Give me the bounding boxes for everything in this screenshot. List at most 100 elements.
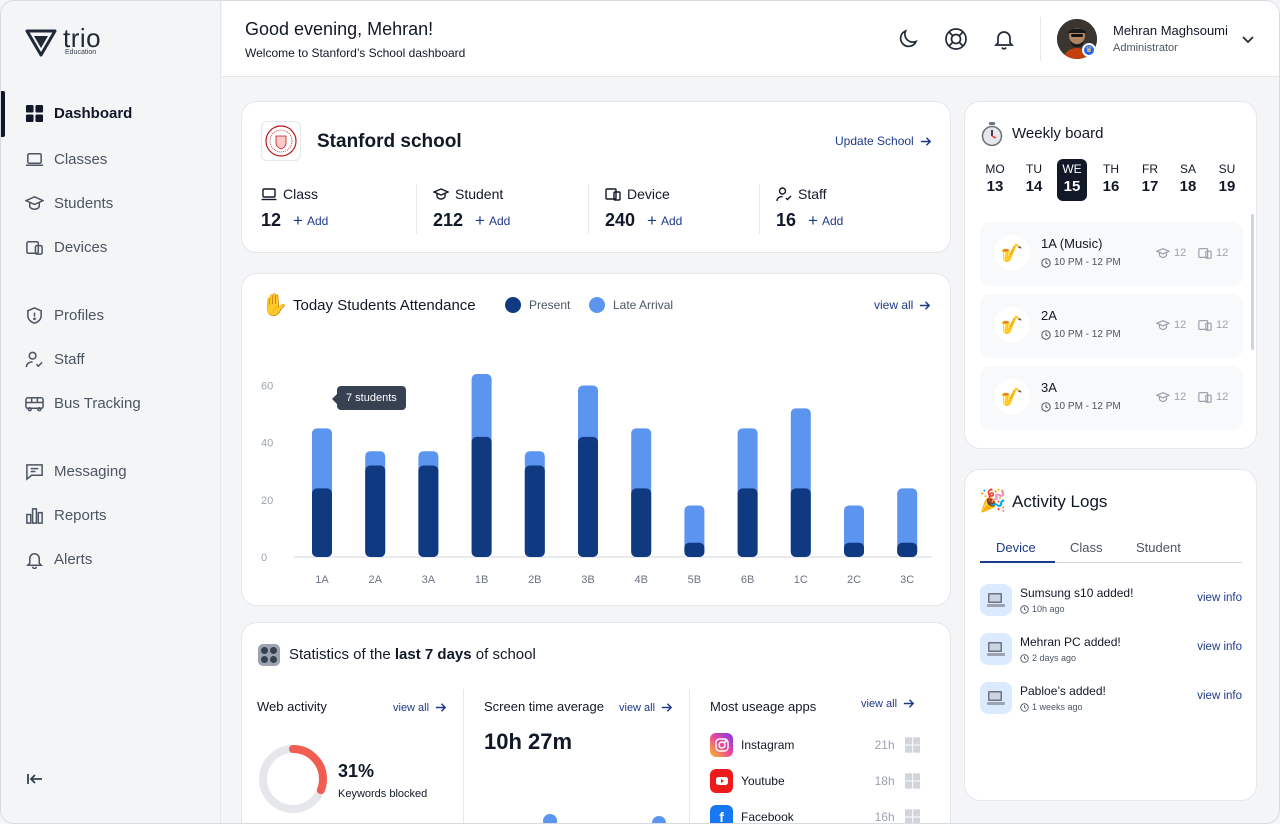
- sidebar-item-bus-tracking[interactable]: Bus Tracking: [1, 381, 221, 425]
- sidebar-item-staff[interactable]: Staff: [1, 337, 221, 381]
- chevron-down-icon[interactable]: [1240, 31, 1256, 47]
- y-tick-label: 20: [261, 495, 273, 507]
- keywords-percent: 31%: [338, 761, 375, 781]
- bus-icon: [25, 396, 44, 411]
- log-time: 2 days ago: [1020, 653, 1076, 663]
- stat-value: 212: [433, 210, 464, 230]
- sidebar-item-students[interactable]: Students: [1, 181, 221, 225]
- stat-value: 16: [776, 210, 797, 230]
- day-label: SA: [1179, 162, 1196, 176]
- plus-icon: +: [647, 210, 657, 230]
- music-class-icon: 🎷: [994, 235, 1030, 271]
- bar-present-2B[interactable]: [524, 465, 545, 558]
- sidebar-item-reports[interactable]: Reports: [1, 493, 221, 537]
- app-time: 18h: [874, 774, 895, 788]
- moon-icon[interactable]: [896, 27, 920, 51]
- web-activity-view-all-link[interactable]: view all: [393, 701, 447, 714]
- class-item-3a[interactable]: 🎷 3A 10 PM - 12 PM 12 12: [980, 366, 1243, 430]
- bar-present-1B[interactable]: [471, 436, 492, 557]
- bar-present-3B[interactable]: [578, 436, 598, 557]
- activity-logs-title: Activity Logs: [1012, 492, 1108, 511]
- legend-late-label: Late Arrival: [613, 298, 674, 312]
- app-row-youtube[interactable]: Youtube 18h: [710, 769, 920, 793]
- party-popper-icon: 🎉: [979, 488, 1007, 513]
- brand-logo[interactable]: trio Education: [25, 25, 101, 57]
- clock-icon: [1041, 257, 1051, 268]
- laptop-icon: [261, 188, 277, 201]
- day-fr[interactable]: FR 17: [1135, 159, 1165, 201]
- day-we-selected[interactable]: WE 15: [1057, 159, 1087, 201]
- app-row-instagram[interactable]: Instagram 21h: [710, 733, 920, 757]
- view-info-link[interactable]: view info: [1197, 641, 1242, 653]
- log-suffix: added!: [1093, 586, 1134, 600]
- sidebar-item-profiles[interactable]: Profiles: [1, 293, 221, 337]
- sidebar-item-messaging[interactable]: Messaging: [1, 449, 221, 493]
- bar-present-3C[interactable]: [897, 542, 918, 557]
- bar-present-3A[interactable]: [418, 465, 439, 558]
- plus-icon: +: [808, 210, 818, 230]
- add-student-button[interactable]: + Add: [475, 212, 510, 229]
- bar-present-6B[interactable]: [737, 488, 758, 557]
- graduation-cap-icon: [1156, 247, 1170, 258]
- day-tu[interactable]: TU 14: [1019, 159, 1049, 201]
- keywords-caption: Keywords blocked: [338, 788, 428, 800]
- user-role: Administrator: [1113, 42, 1178, 54]
- weekly-board-scrollbar[interactable]: [1251, 214, 1254, 350]
- sidebar-item-devices[interactable]: Devices: [1, 225, 221, 269]
- day-th[interactable]: TH 16: [1096, 159, 1126, 201]
- tab-device[interactable]: Device: [996, 540, 1036, 555]
- bar-present-1C[interactable]: [790, 488, 811, 557]
- view-info-link[interactable]: view info: [1197, 592, 1242, 604]
- tabs-baseline: [980, 562, 1242, 563]
- welcome-subtitle: Welcome to Stanford’s School dashboard: [245, 46, 466, 60]
- attendance-view-all-link[interactable]: view all: [874, 298, 931, 312]
- stat-label: Device: [627, 186, 670, 202]
- sidebar-item-label: Profiles: [54, 306, 105, 324]
- support-icon[interactable]: [944, 27, 968, 51]
- message-icon: [26, 463, 43, 481]
- class-item-1a[interactable]: 🎷 1A (Music) 10 PM - 12 PM 12 12: [980, 222, 1243, 286]
- stats-title-bold: last 7 days: [394, 646, 472, 663]
- bar-present-2A[interactable]: [365, 465, 386, 558]
- x-tick-label: 3A: [422, 574, 436, 586]
- sidebar-item-label: Alerts: [54, 550, 93, 568]
- stat-staff: Staff 16 + Add: [776, 186, 926, 236]
- bar-present-1A[interactable]: [312, 488, 332, 557]
- view-info-link[interactable]: view info: [1197, 690, 1242, 702]
- day-sa[interactable]: SA 18: [1173, 159, 1203, 201]
- add-class-button[interactable]: + Add: [293, 212, 328, 229]
- collapse-sidebar-icon[interactable]: [25, 769, 45, 789]
- computer-icon: [980, 633, 1012, 665]
- bar-late-arrival-3C[interactable]: [897, 488, 918, 557]
- sidebar-item-dashboard[interactable]: Dashboard: [1, 91, 221, 137]
- instagram-icon: [710, 733, 734, 757]
- notification-bell-icon[interactable]: [992, 27, 1016, 51]
- sidebar-item-alerts[interactable]: Alerts: [1, 537, 221, 581]
- tab-student[interactable]: Student: [1136, 540, 1181, 555]
- day-su[interactable]: SU 19: [1212, 159, 1242, 201]
- bar-present-5B[interactable]: [684, 542, 705, 557]
- class-student-count: 12: [1174, 391, 1187, 403]
- clock-icon: [1020, 653, 1029, 663]
- header: Good evening, Mehran! Welcome to Stanfor…: [222, 1, 1279, 77]
- app-row-facebook[interactable]: f Facebook 16h: [710, 805, 920, 823]
- add-device-button[interactable]: + Add: [647, 210, 682, 230]
- log-suffix: added!: [1080, 635, 1121, 649]
- graduation-cap-icon: [25, 195, 44, 210]
- add-staff-button[interactable]: + Add: [808, 210, 843, 230]
- class-time-text: 10 PM - 12 PM: [1054, 257, 1121, 268]
- sidebar-item-classes[interactable]: Classes: [1, 137, 221, 181]
- tab-class[interactable]: Class: [1070, 540, 1103, 555]
- app-time: 21h: [874, 738, 895, 752]
- app-name: Instagram: [741, 738, 795, 752]
- web-activity-title: Web activity: [257, 699, 327, 714]
- screen-time-view-all-link[interactable]: view all: [619, 701, 673, 714]
- apps-view-all-link[interactable]: view all: [861, 697, 915, 710]
- class-name: 1A (Music): [1041, 236, 1103, 251]
- bar-present-4B[interactable]: [631, 488, 652, 557]
- day-mo[interactable]: MO 13: [980, 159, 1010, 201]
- day-number: 15: [1063, 178, 1081, 195]
- update-school-link[interactable]: Update School: [835, 134, 932, 148]
- class-item-2a[interactable]: 🎷 2A 10 PM - 12 PM 12 12: [980, 294, 1243, 358]
- bar-present-2C[interactable]: [844, 542, 864, 557]
